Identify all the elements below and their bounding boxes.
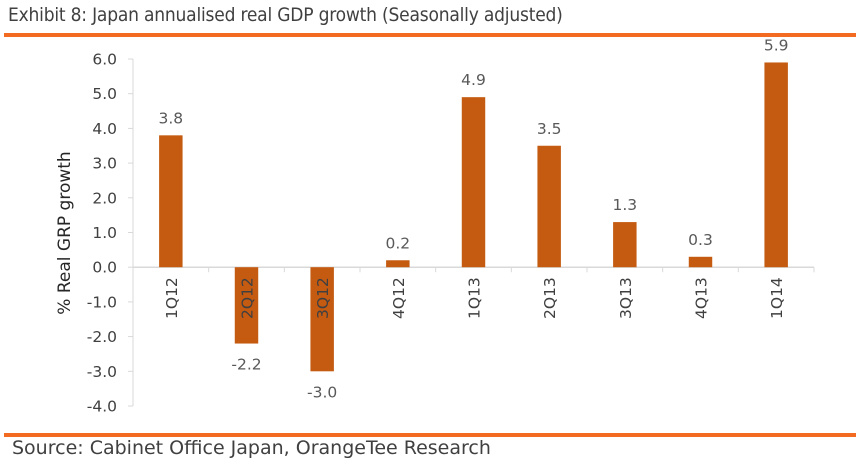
source-note: Source: Cabinet Office Japan, OrangeTee … xyxy=(12,437,491,459)
data-label: -3.0 xyxy=(307,383,337,401)
data-label: 3.5 xyxy=(537,120,562,138)
y-tick-label: -4.0 xyxy=(87,398,117,416)
bar-4Q12 xyxy=(386,260,410,268)
x-tick-label: 2Q13 xyxy=(541,277,559,319)
data-label: 0.2 xyxy=(386,234,411,252)
y-tick-label: 2.0 xyxy=(92,189,117,207)
x-tick-label: 1Q13 xyxy=(466,277,484,319)
bar-3Q12 xyxy=(310,267,334,372)
bar-1Q12 xyxy=(159,135,183,268)
bar-2Q12 xyxy=(234,267,259,344)
data-label: 1.3 xyxy=(613,196,638,214)
bar-2Q13 xyxy=(537,145,561,268)
data-label: 3.8 xyxy=(159,109,184,127)
x-tick-label: 1Q14 xyxy=(768,277,786,319)
y-tick-label: -1.0 xyxy=(87,293,117,311)
y-axis-label: % Real GRP growth xyxy=(55,151,75,314)
x-tick-label: 4Q12 xyxy=(390,277,408,319)
bar-1Q13 xyxy=(461,97,486,268)
y-tick-label: 5.0 xyxy=(92,85,117,103)
bar-1Q14 xyxy=(764,62,788,268)
y-tick-label: 1.0 xyxy=(92,224,117,242)
bottom-rule xyxy=(4,433,856,437)
x-tick-label: 1Q12 xyxy=(163,277,181,319)
x-tick-label: 3Q13 xyxy=(617,277,635,319)
bar-4Q13 xyxy=(688,256,713,268)
x-tick-label: 2Q12 xyxy=(239,277,257,319)
exhibit-title: Exhibit 8: Japan annualised real GDP gro… xyxy=(8,4,563,26)
data-label: -2.2 xyxy=(231,356,261,374)
y-tick-label: 4.0 xyxy=(92,120,117,138)
y-tick-label: 6.0 xyxy=(92,51,117,69)
bar-3Q13 xyxy=(613,222,637,268)
data-labels: 3.8 1Q12 -2.2 2Q12 -3.0 3Q12 0.2 4Q12 4.9 1Q13 3.5… xyxy=(159,36,789,401)
bars xyxy=(159,62,788,372)
data-label: 4.9 xyxy=(461,71,486,89)
data-label: 5.9 xyxy=(764,36,789,54)
x-tick-label: 4Q13 xyxy=(693,277,711,319)
y-tick-label: -3.0 xyxy=(87,363,117,381)
data-label: 0.3 xyxy=(688,231,713,249)
y-tick-label: -2.0 xyxy=(87,328,117,346)
y-tick-label: 3.0 xyxy=(92,155,117,173)
x-tick-label: 3Q12 xyxy=(314,277,332,319)
top-rule xyxy=(4,33,856,37)
y-tick-label: 0.0 xyxy=(92,259,117,277)
